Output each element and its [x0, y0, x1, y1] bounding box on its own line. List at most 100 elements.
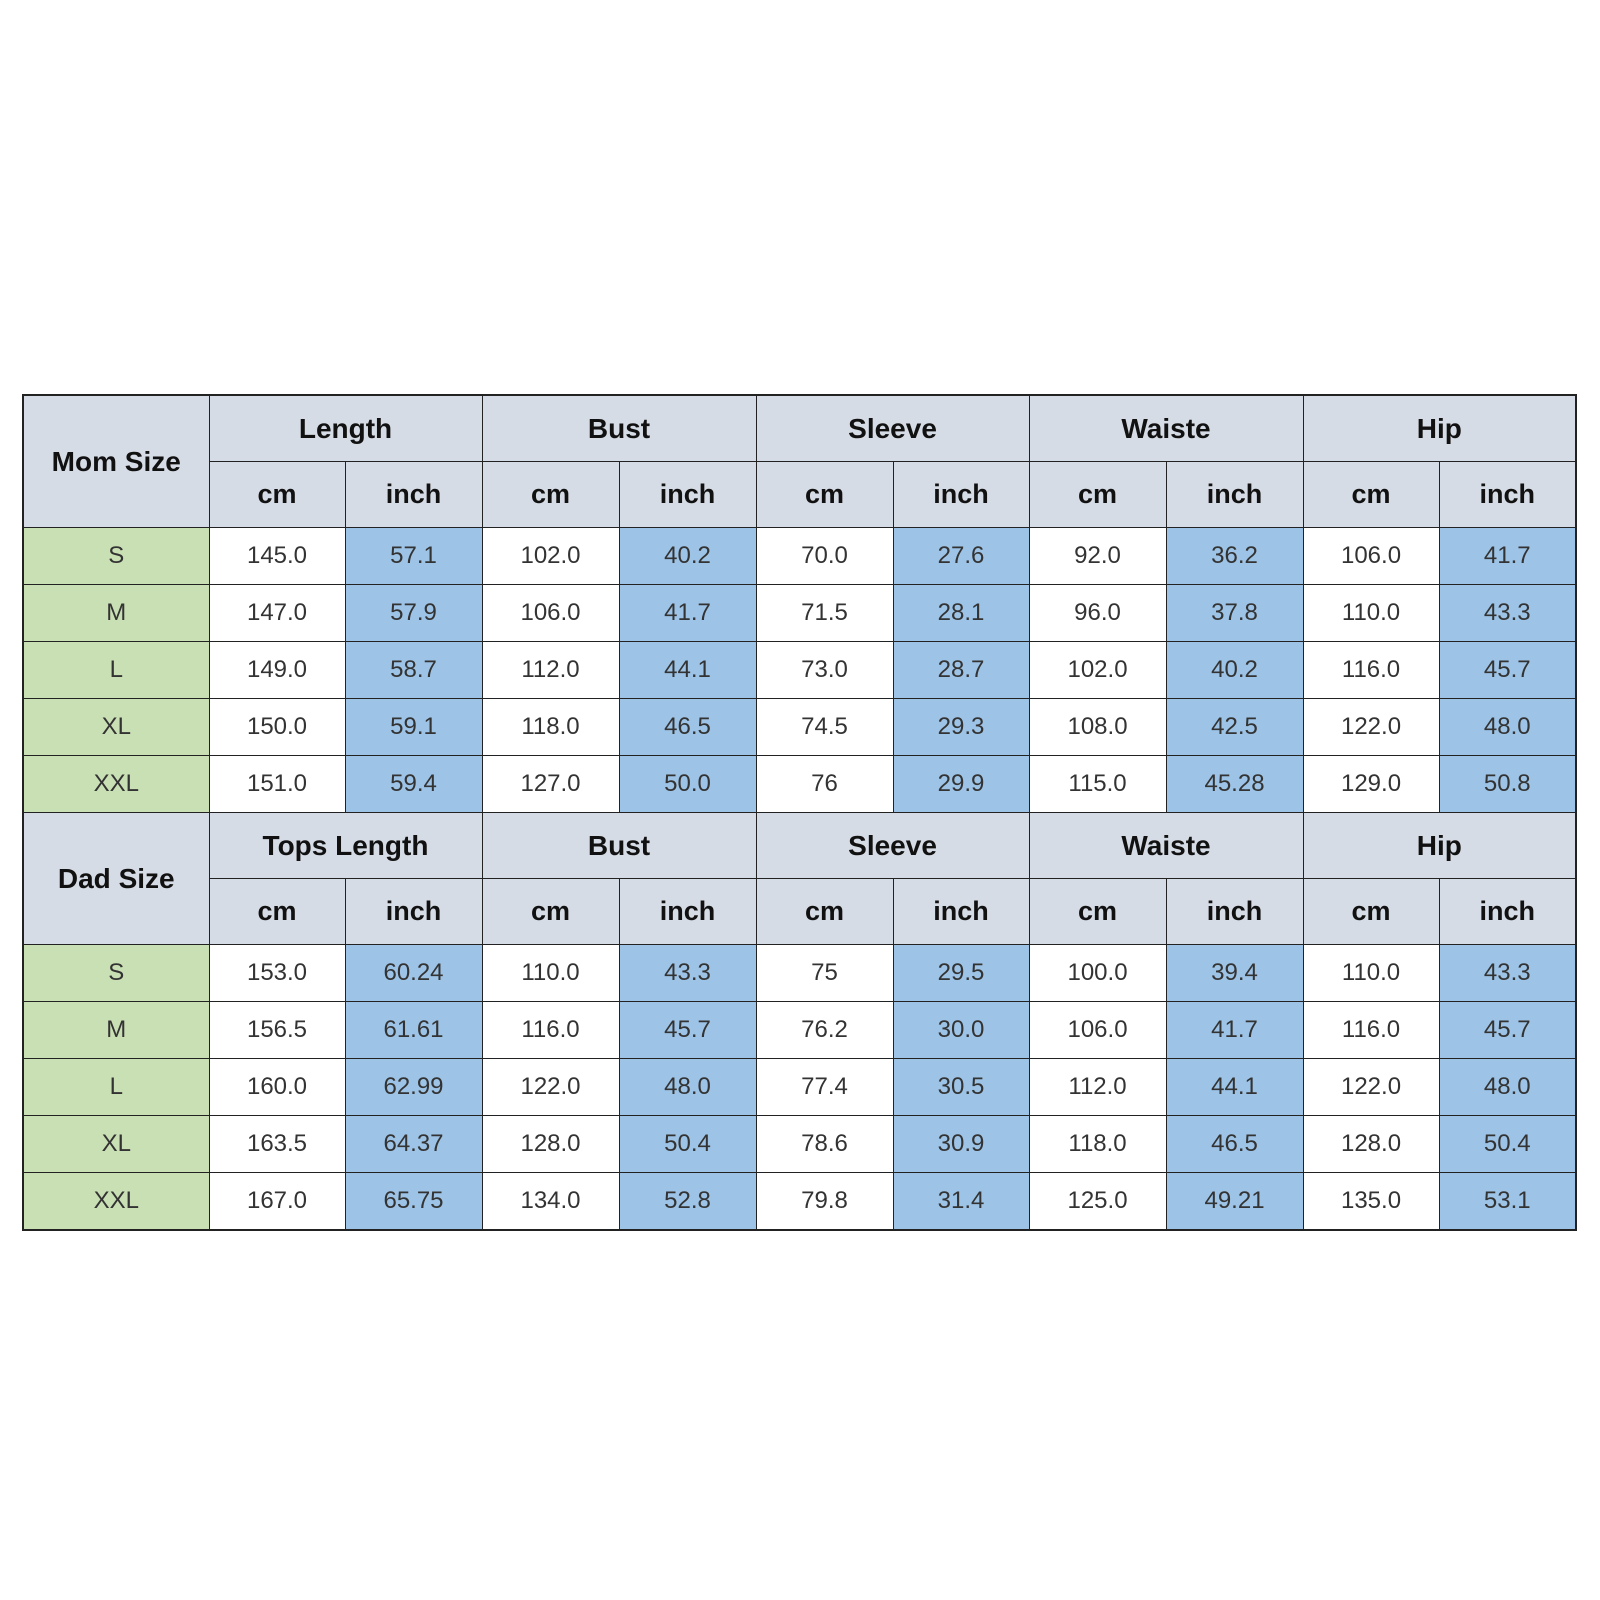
unit-header: inch: [1438, 878, 1577, 945]
inch-value-cell: 50.8: [1438, 755, 1577, 813]
inch-value-cell: 44.1: [618, 641, 757, 699]
size-cell: XXL: [22, 755, 210, 813]
table-row: XXL 167.0 65.75 134.0 52.8 79.8 31.4 125.0 49.21…: [22, 1172, 1577, 1231]
cm-value-cell: 74.5: [755, 698, 894, 756]
inch-value-cell: 43.3: [1438, 584, 1577, 642]
table-row: L 149.0 58.7 112.0 44.1 73.0 28.7 102.0 40.2 116.…: [22, 641, 1577, 699]
group-header: Hip: [1302, 812, 1577, 879]
cm-value-cell: 128.0: [1302, 1115, 1440, 1173]
table-row: M 156.5 61.61 116.0 45.7 76.2 30.0 106.0 41.7 116…: [22, 1001, 1577, 1059]
inch-value-cell: 61.61: [344, 1001, 483, 1059]
table-row: S 153.0 60.24 110.0 43.3 75 29.5 100.0 39.4 110.0…: [22, 944, 1577, 1002]
unit-header: inch: [1165, 878, 1304, 945]
unit-header: inch: [1438, 461, 1577, 528]
cm-value-cell: 73.0: [755, 641, 894, 699]
inch-value-cell: 50.4: [1438, 1115, 1577, 1173]
cm-value-cell: 112.0: [481, 641, 620, 699]
cm-value-cell: 112.0: [1028, 1058, 1167, 1116]
inch-value-cell: 43.3: [1438, 944, 1577, 1002]
size-cell: XL: [22, 1115, 210, 1173]
inch-value-cell: 42.5: [1165, 698, 1304, 756]
cm-value-cell: 75: [755, 944, 894, 1002]
inch-value-cell: 37.8: [1165, 584, 1304, 642]
cm-value-cell: 156.5: [208, 1001, 346, 1059]
unit-header: inch: [1165, 461, 1304, 528]
inch-value-cell: 30.0: [892, 1001, 1030, 1059]
inch-value-cell: 58.7: [344, 641, 483, 699]
unit-header: cm: [1302, 461, 1440, 528]
dad-size-group-header-row: Dad Size Tops Length Bust Sleeve Waiste Hip: [22, 812, 1577, 945]
cm-value-cell: 110.0: [481, 944, 620, 1002]
inch-value-cell: 49.21: [1165, 1172, 1304, 1231]
cm-value-cell: 153.0: [208, 944, 346, 1002]
cm-value-cell: 147.0: [208, 584, 346, 642]
cm-value-cell: 167.0: [208, 1172, 346, 1231]
size-cell: L: [22, 1058, 210, 1116]
cm-value-cell: 108.0: [1028, 698, 1167, 756]
inch-value-cell: 48.0: [1438, 698, 1577, 756]
unit-header: cm: [1302, 878, 1440, 945]
inch-value-cell: 59.1: [344, 698, 483, 756]
inch-value-cell: 36.2: [1165, 527, 1304, 585]
inch-value-cell: 57.1: [344, 527, 483, 585]
cm-value-cell: 150.0: [208, 698, 346, 756]
cm-value-cell: 135.0: [1302, 1172, 1440, 1231]
inch-value-cell: 39.4: [1165, 944, 1304, 1002]
inch-value-cell: 29.9: [892, 755, 1030, 813]
cm-value-cell: 122.0: [1302, 698, 1440, 756]
cm-value-cell: 100.0: [1028, 944, 1167, 1002]
inch-value-cell: 46.5: [1165, 1115, 1304, 1173]
inch-value-cell: 27.6: [892, 527, 1030, 585]
inch-value-cell: 29.5: [892, 944, 1030, 1002]
inch-value-cell: 65.75: [344, 1172, 483, 1231]
cm-value-cell: 149.0: [208, 641, 346, 699]
group-header: Bust: [481, 812, 757, 879]
cm-value-cell: 125.0: [1028, 1172, 1167, 1231]
cm-value-cell: 78.6: [755, 1115, 894, 1173]
cm-value-cell: 77.4: [755, 1058, 894, 1116]
group-header: Bust: [481, 394, 757, 462]
group-header: Sleeve: [755, 812, 1030, 879]
cm-value-cell: 145.0: [208, 527, 346, 585]
size-chart-body: Mom Size Length Bust Sleeve Waiste Hip cm inch c…: [22, 394, 1577, 1231]
unit-header: inch: [892, 461, 1030, 528]
inch-value-cell: 50.4: [618, 1115, 757, 1173]
size-cell: S: [22, 527, 210, 585]
dad-size-unit-header-row: cm inch cm inch cm inch cm inch cm inch: [23, 878, 1577, 945]
inch-value-cell: 60.24: [344, 944, 483, 1002]
cm-value-cell: 163.5: [208, 1115, 346, 1173]
inch-value-cell: 31.4: [892, 1172, 1030, 1231]
inch-value-cell: 30.9: [892, 1115, 1030, 1173]
unit-header: cm: [208, 461, 346, 528]
cm-value-cell: 151.0: [208, 755, 346, 813]
table-row: S 145.0 57.1 102.0 40.2 70.0 27.6 92.0 36.2 106.0…: [22, 527, 1577, 585]
unit-header: cm: [1028, 461, 1167, 528]
cm-value-cell: 110.0: [1302, 944, 1440, 1002]
table-row: M 147.0 57.9 106.0 41.7 71.5 28.1 96.0 37.8 110.0…: [22, 584, 1577, 642]
mom-size-group-header-row: Mom Size Length Bust Sleeve Waiste Hip: [22, 394, 1577, 528]
dad-size-label: Dad Size: [22, 812, 210, 945]
cm-value-cell: 92.0: [1028, 527, 1167, 585]
size-cell: L: [22, 641, 210, 699]
cm-value-cell: 118.0: [1028, 1115, 1167, 1173]
inch-value-cell: 48.0: [618, 1058, 757, 1116]
inch-value-cell: 46.5: [618, 698, 757, 756]
table-row: L 160.0 62.99 122.0 48.0 77.4 30.5 112.0 44.1 122…: [22, 1058, 1577, 1116]
inch-value-cell: 28.1: [892, 584, 1030, 642]
inch-value-cell: 28.7: [892, 641, 1030, 699]
inch-value-cell: 41.7: [1165, 1001, 1304, 1059]
cm-value-cell: 70.0: [755, 527, 894, 585]
inch-value-cell: 48.0: [1438, 1058, 1577, 1116]
size-cell: XXL: [22, 1172, 210, 1231]
cm-value-cell: 118.0: [481, 698, 620, 756]
inch-value-cell: 41.7: [1438, 527, 1577, 585]
cm-value-cell: 76.2: [755, 1001, 894, 1059]
inch-value-cell: 43.3: [618, 944, 757, 1002]
cm-value-cell: 116.0: [1302, 641, 1440, 699]
mom-size-label: Mom Size: [22, 394, 210, 528]
cm-value-cell: 129.0: [1302, 755, 1440, 813]
unit-header: inch: [618, 461, 757, 528]
unit-header: cm: [208, 878, 346, 945]
unit-header: inch: [618, 878, 757, 945]
inch-value-cell: 52.8: [618, 1172, 757, 1231]
